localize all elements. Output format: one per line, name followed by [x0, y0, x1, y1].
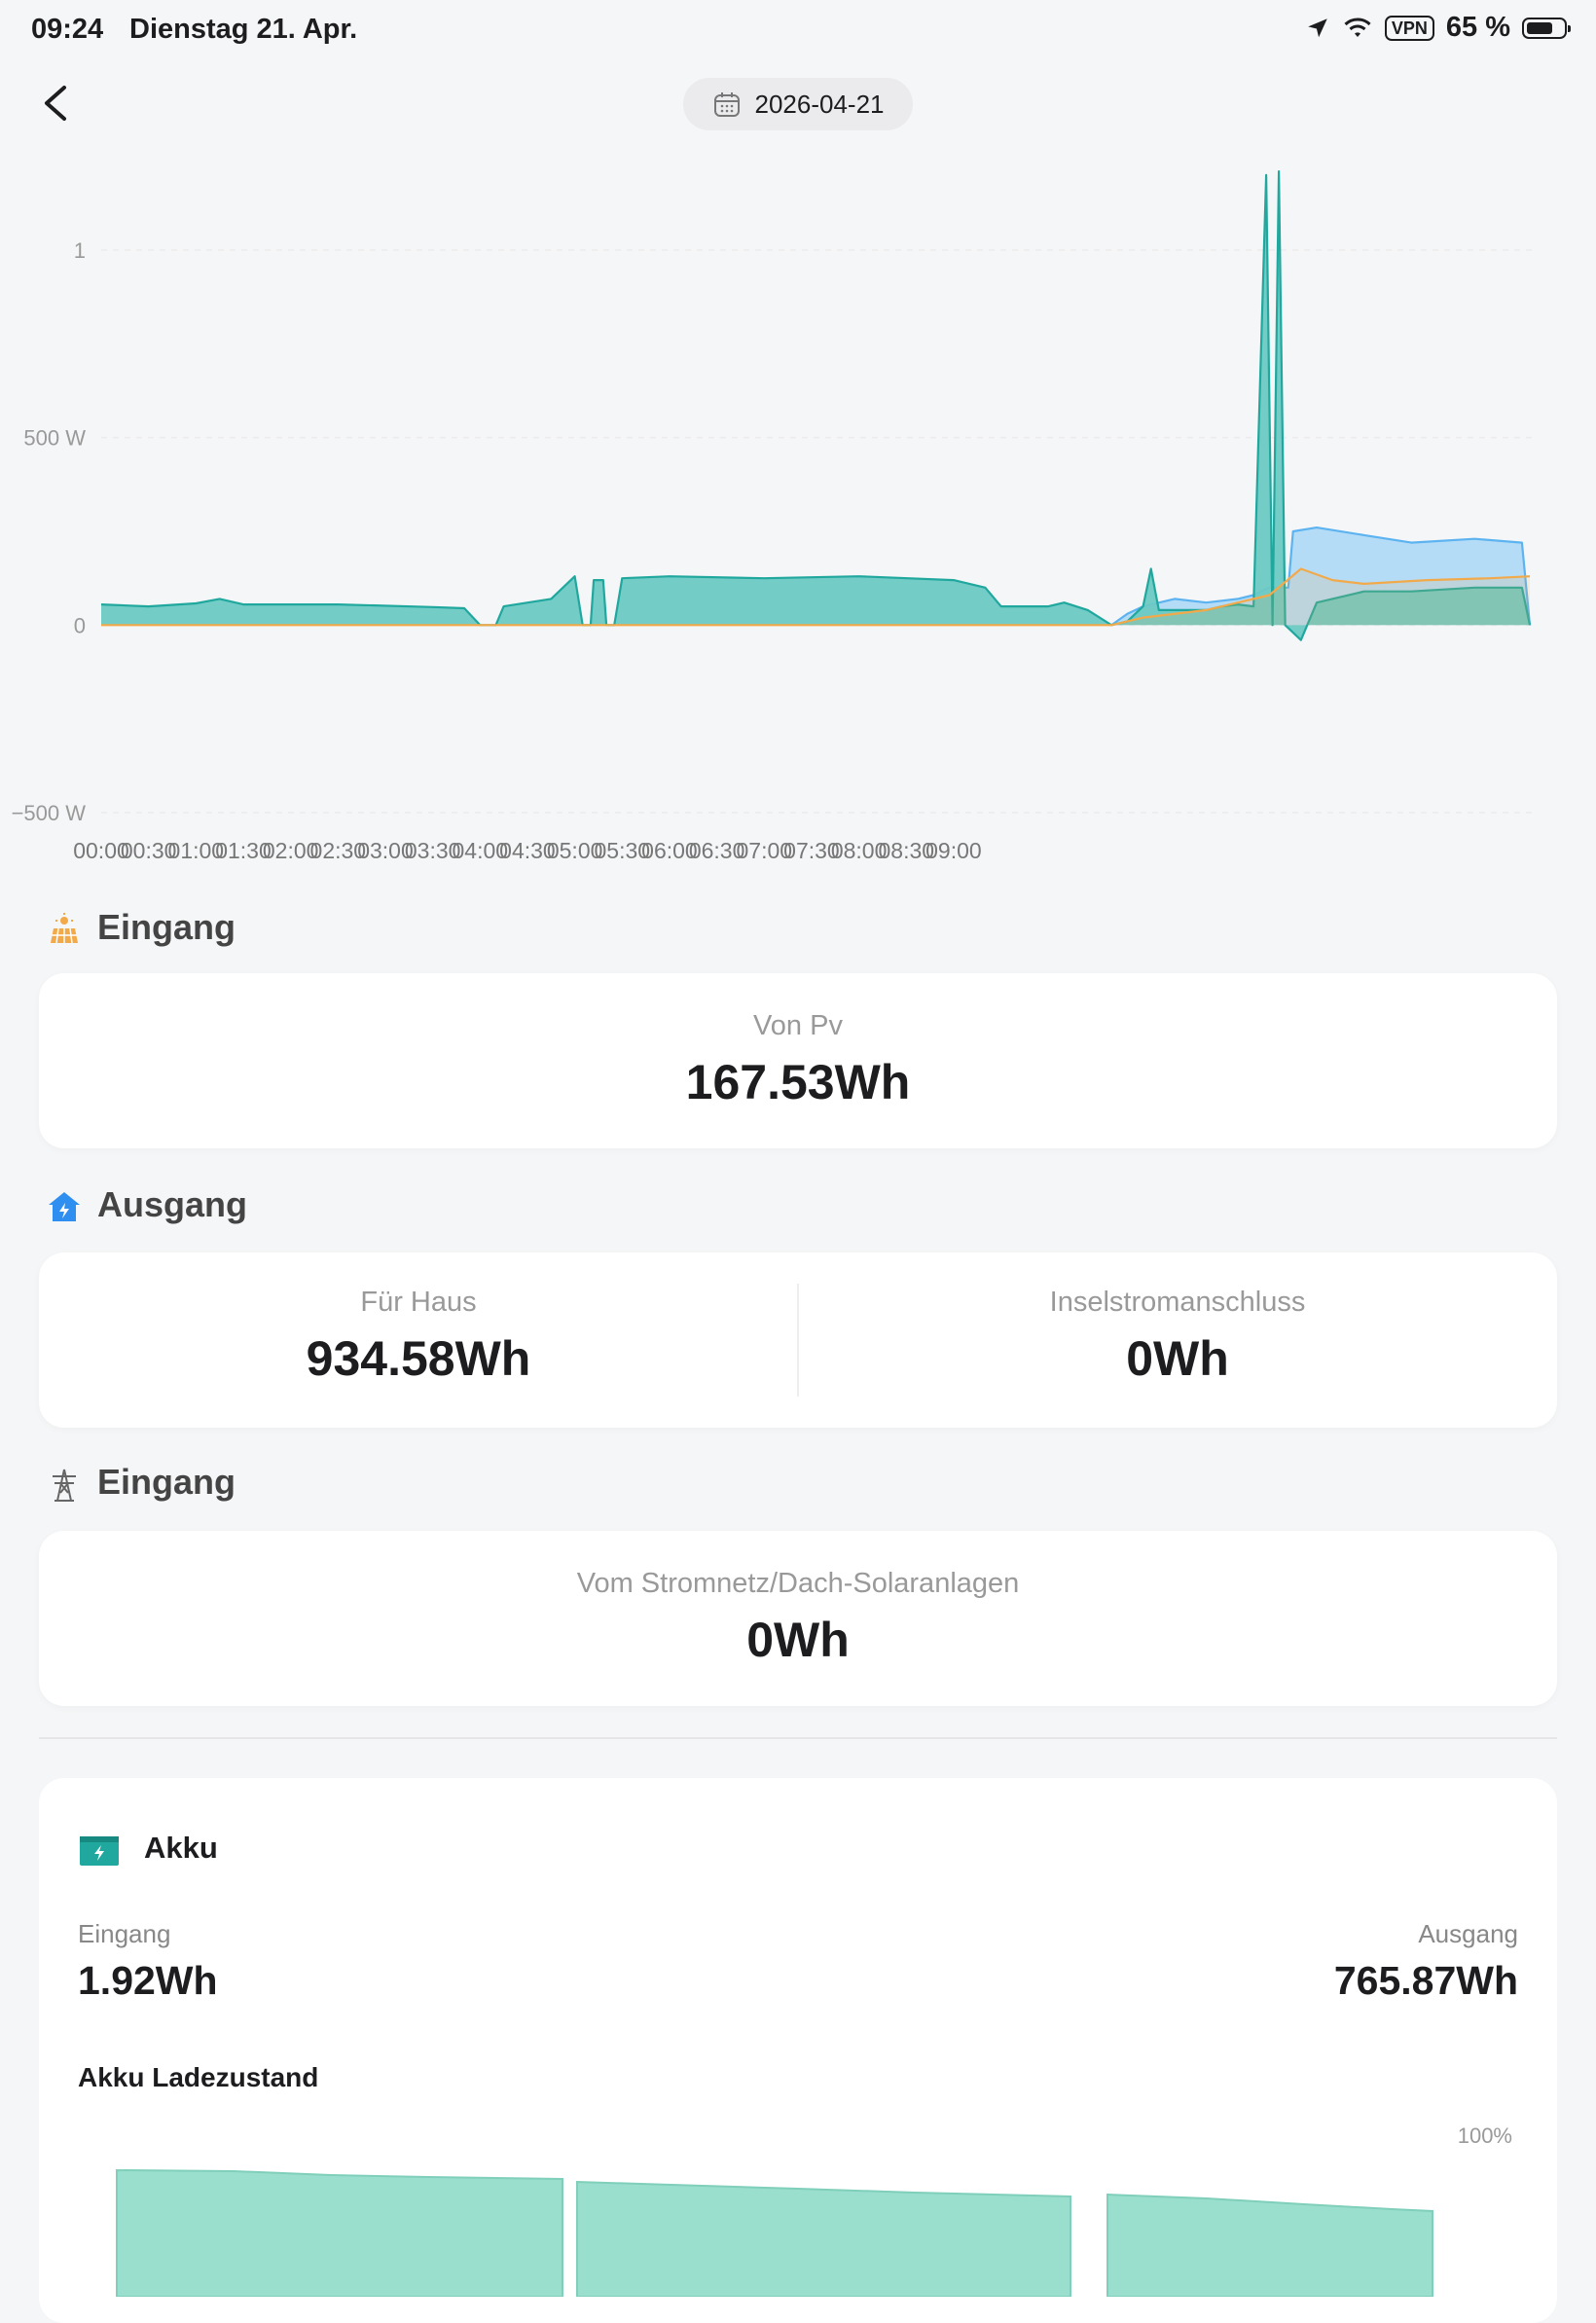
chevron-left-icon[interactable] — [39, 84, 72, 123]
house-output-label: Für Haus — [360, 1287, 477, 1318]
x-tick-label: 04:00 — [453, 838, 509, 863]
soc-area-1 — [116, 2168, 563, 2297]
battery-input-value: 1.92Wh — [78, 1958, 218, 2003]
x-tick-label: 01:30 — [215, 838, 272, 863]
y-tick-label: −500 W — [12, 801, 87, 825]
grid-input-card: Vom Stromnetz/Dach-Solaranlagen 0Wh — [39, 1531, 1557, 1706]
x-tick-label: 08:00 — [831, 838, 888, 863]
soc-chart — [116, 2168, 1433, 2297]
section-title-input-grid: Eingang — [97, 1462, 236, 1502]
x-tick-label: 05:00 — [547, 838, 603, 863]
y-tick-label: 1 — [74, 238, 86, 263]
section-divider — [39, 1737, 1557, 1739]
x-tick-label: 00:00 — [73, 838, 129, 863]
x-tick-label: 07:00 — [737, 838, 793, 863]
status-date: Dienstag 21. Apr. — [129, 14, 358, 45]
grid-input-value: 0Wh — [746, 1613, 850, 1667]
y-tick-label: 0 — [74, 613, 86, 637]
calendar-icon — [713, 92, 740, 117]
series-line-2 — [101, 567, 1531, 627]
island-output-label: Inselstromanschluss — [1049, 1287, 1306, 1318]
section-title-input-pv: Eingang — [97, 907, 236, 947]
location-arrow-icon — [1308, 18, 1327, 37]
battery-percent: 65 % — [1445, 12, 1510, 43]
x-tick-label: 01:00 — [168, 838, 225, 863]
solar-panel-icon — [51, 913, 78, 944]
battery-icon — [1522, 17, 1571, 39]
x-tick-label: 02:30 — [310, 838, 367, 863]
x-tick-label: 07:30 — [783, 838, 840, 863]
status-time: 09:24 — [31, 14, 104, 45]
date-picker-button[interactable]: 2026-04-21 — [683, 78, 913, 130]
series-area-2 — [101, 568, 1530, 626]
x-tick-label: 08:30 — [878, 838, 934, 863]
pv-input-label: Von Pv — [753, 1010, 843, 1041]
card-divider — [797, 1284, 799, 1397]
battery-title: Akku — [144, 1831, 218, 1865]
grid-input-label: Vom Stromnetz/Dach-Solaranlagen — [576, 1568, 1020, 1599]
house-output-value: 934.58Wh — [306, 1331, 531, 1386]
home-power-icon — [49, 1192, 80, 1221]
wifi-icon — [1344, 17, 1371, 37]
section-title-output: Ausgang — [97, 1184, 248, 1224]
battery-output-value: 765.87Wh — [1333, 1958, 1518, 2003]
series-area-0 — [101, 171, 1530, 640]
pv-input-value: 167.53Wh — [685, 1055, 911, 1109]
x-tick-label: 05:30 — [595, 838, 651, 863]
pv-input-card: Von Pv 167.53Wh — [39, 973, 1557, 1148]
x-tick-label: 03:30 — [405, 838, 461, 863]
soc-area-3 — [1106, 2193, 1433, 2297]
vpn-badge: VPN — [1384, 15, 1434, 41]
power-chart[interactable]: 1 500 W 0 −500 W 00:0000:3001:0001:3002:0002… — [0, 156, 1596, 876]
output-card: Für Haus 934.58Wh Inselstromanschluss 0W… — [39, 1252, 1557, 1428]
battery-input-label: Eingang — [78, 1919, 171, 1948]
battery-card: Akku Eingang 1.92Wh Ausgang 765.87Wh Akk… — [39, 1778, 1557, 2323]
selected-date: 2026-04-21 — [754, 89, 885, 119]
x-tick-label: 04:30 — [499, 838, 556, 863]
x-tick-label: 09:00 — [925, 838, 982, 863]
soc-max-label: 100% — [1457, 2123, 1512, 2148]
x-tick-label: 06:00 — [641, 838, 698, 863]
status-indicators: VPN 65 % — [1305, 12, 1571, 44]
y-tick-label: 500 W — [23, 426, 86, 451]
x-tick-label: 06:30 — [689, 838, 745, 863]
power-tower-icon — [53, 1469, 76, 1502]
battery-charging-icon — [80, 1836, 119, 1866]
soc-chart-title: Akku Ladezustand — [78, 2062, 319, 2092]
island-output-value: 0Wh — [1126, 1331, 1229, 1386]
soc-area-2 — [576, 2180, 1071, 2297]
x-tick-label: 00:30 — [121, 838, 177, 863]
x-tick-label: 02:00 — [263, 838, 319, 863]
x-tick-label: 03:00 — [357, 838, 414, 863]
battery-output-label: Ausgang — [1418, 1919, 1518, 1948]
